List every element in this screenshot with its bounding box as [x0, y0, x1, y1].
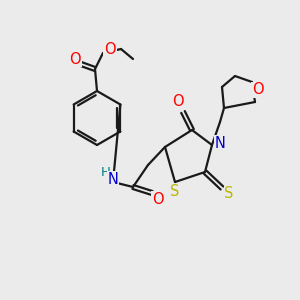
Text: O: O — [252, 82, 264, 98]
Text: O: O — [104, 43, 116, 58]
Text: O: O — [172, 94, 184, 110]
Text: N: N — [108, 172, 118, 187]
Text: O: O — [69, 52, 81, 67]
Text: S: S — [224, 187, 234, 202]
Text: O: O — [152, 191, 164, 206]
Text: N: N — [214, 136, 225, 151]
Text: H: H — [101, 166, 111, 178]
Text: S: S — [170, 184, 180, 200]
